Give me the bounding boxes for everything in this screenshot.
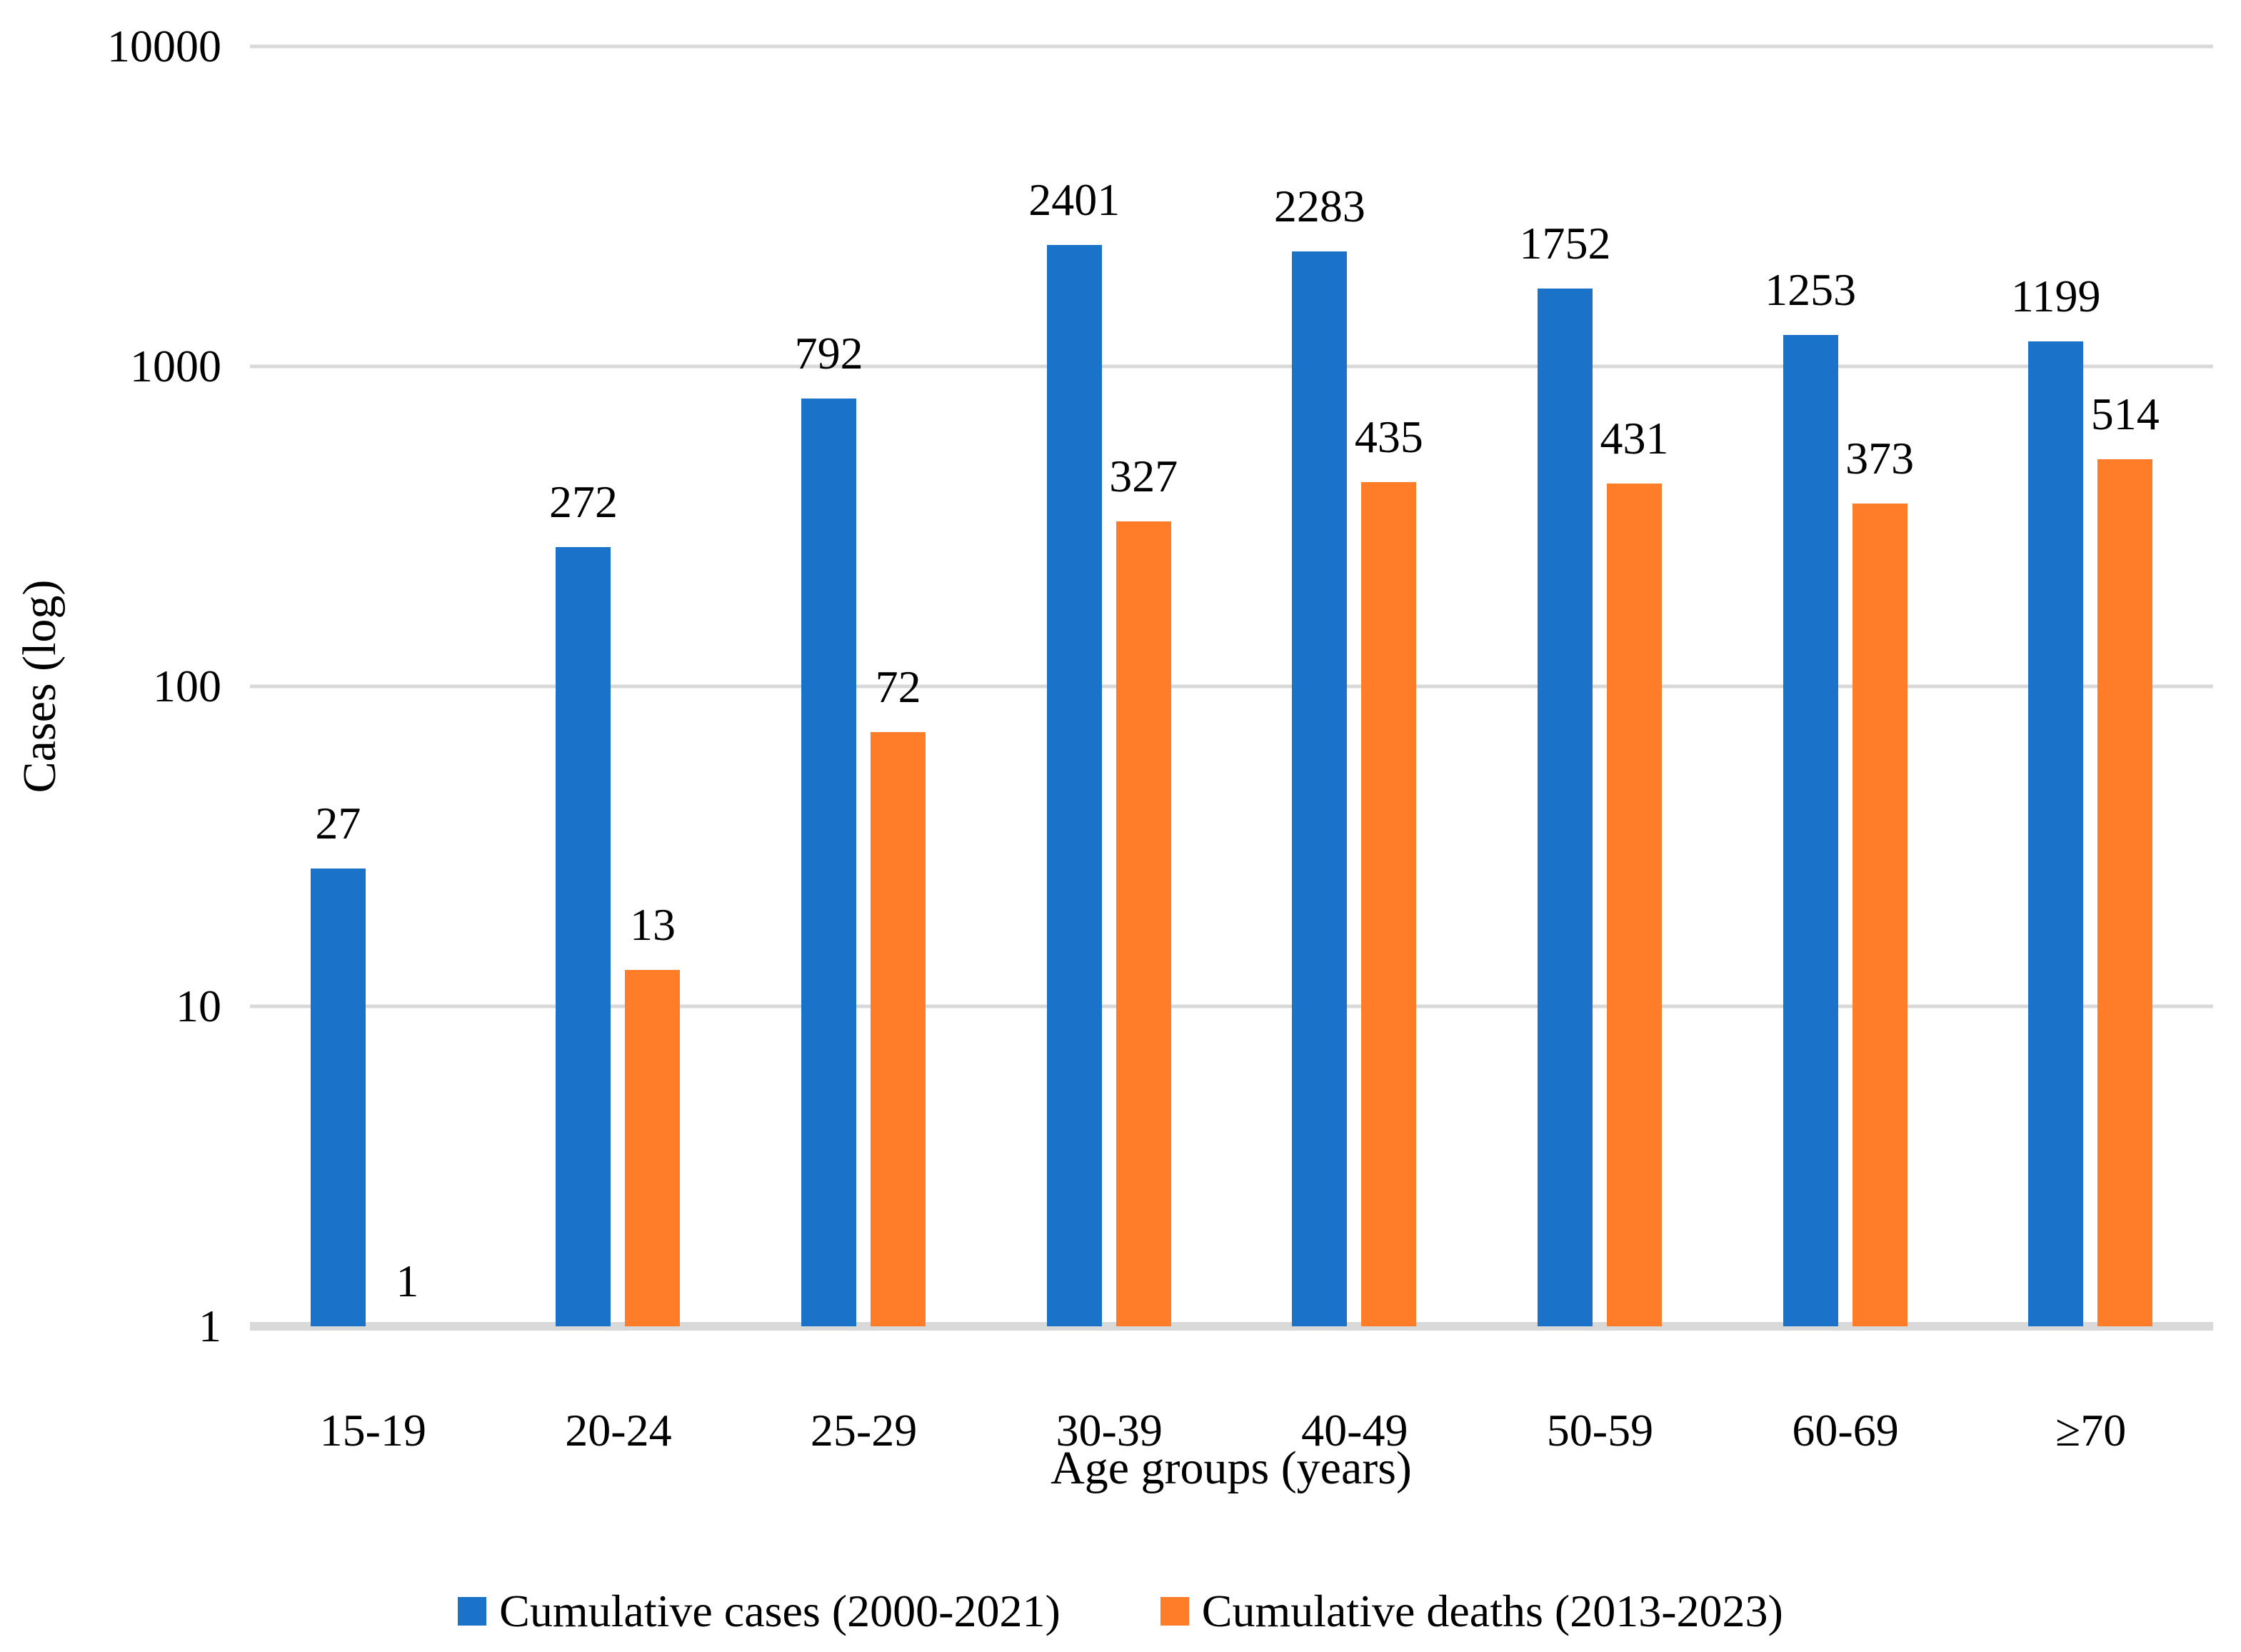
deaths-bar-60-69 (1852, 503, 1907, 1326)
deaths-label-60-69: 373 (1845, 432, 1915, 484)
x-tick-label-20-24: 20-24 (565, 1405, 672, 1456)
cases-bar-20-24 (556, 547, 611, 1326)
deaths-bar-50-59 (1606, 483, 1662, 1326)
gridline-10 (250, 1004, 2213, 1008)
cases-bar-15-19 (310, 868, 366, 1326)
legend-swatch-deaths (1160, 1597, 1189, 1626)
cases-label-50-59: 1752 (1519, 217, 1611, 269)
x-tick-label-60-69: 60-69 (1792, 1405, 1899, 1456)
legend-label-cases: Cumulative cases (2000-2021) (499, 1586, 1061, 1636)
deaths-bar-30-39 (1116, 521, 1171, 1326)
cases-bar-40-49 (1292, 251, 1348, 1326)
deaths-bar-20-24 (625, 969, 681, 1326)
deaths-label-30-39: 327 (1109, 451, 1178, 502)
cases-bar-30-39 (1046, 244, 1102, 1326)
deaths-bar-≥70 (2097, 459, 2153, 1326)
deaths-label-≥70: 514 (2090, 388, 2160, 439)
x-tick-label-≥70: ≥70 (2055, 1405, 2127, 1456)
legend-label-deaths: Cumulative deaths (2013-2023) (1201, 1586, 1783, 1636)
deaths-label-15-19: 1 (396, 1256, 419, 1306)
legend-swatch-cases (458, 1597, 487, 1626)
y-tick-label-1: 1 (199, 1301, 221, 1351)
cases-bar-60-69 (1783, 335, 1838, 1326)
deaths-bar-25-29 (871, 731, 926, 1326)
gridline-1000 (250, 364, 2213, 369)
cases-label-≥70: 1199 (2010, 270, 2101, 321)
y-axis-title: Cases (log) (14, 579, 66, 794)
plot-area: 1 10 100 1000 10000 27 1 272 13 792 72 2401 327 2283… (107, 24, 2213, 1454)
deaths-label-40-49: 435 (1354, 411, 1423, 462)
x-axis-line (250, 1322, 2213, 1331)
x-tick-label-50-59: 50-59 (1546, 1405, 1654, 1456)
x-axis-title: Age groups (years) (1051, 1442, 1412, 1494)
gridline-10000 (250, 44, 2213, 49)
gridline-100 (250, 684, 2213, 689)
legend: Cumulative cases (2000-2021) Cumulative d… (0, 1571, 2241, 1651)
x-tick-label-40-49: 40-49 (1301, 1405, 1408, 1456)
cases-bar-≥70 (2028, 341, 2084, 1326)
y-tick-label-1000: 1000 (130, 341, 221, 391)
cases-bar-50-59 (1537, 288, 1593, 1326)
deaths-bar-40-49 (1361, 481, 1417, 1326)
cases-label-40-49: 2283 (1273, 181, 1365, 232)
cases-label-30-39: 2401 (1028, 174, 1120, 225)
deaths-label-20-24: 13 (629, 898, 676, 950)
y-tick-label-10000: 10000 (107, 21, 221, 71)
y-tick-label-10: 10 (176, 981, 221, 1031)
cases-label-15-19: 27 (315, 797, 361, 848)
legend-item-deaths: Cumulative deaths (2013-2023) (1160, 1587, 1783, 1636)
x-tick-label-30-39: 30-39 (1056, 1405, 1163, 1456)
deaths-label-25-29: 72 (875, 661, 921, 712)
cases-label-20-24: 272 (548, 476, 618, 528)
legend-item-cases: Cumulative cases (2000-2021) (458, 1587, 1061, 1636)
deaths-label-50-59: 431 (1600, 412, 1669, 464)
x-tick-label-15-19: 15-19 (319, 1405, 426, 1456)
y-tick-label-100: 100 (153, 661, 221, 711)
cases-label-60-69: 1253 (1765, 264, 1857, 316)
x-tick-label-25-29: 25-29 (810, 1405, 918, 1456)
cases-bar-25-29 (801, 399, 857, 1326)
cases-label-25-29: 792 (794, 328, 863, 379)
